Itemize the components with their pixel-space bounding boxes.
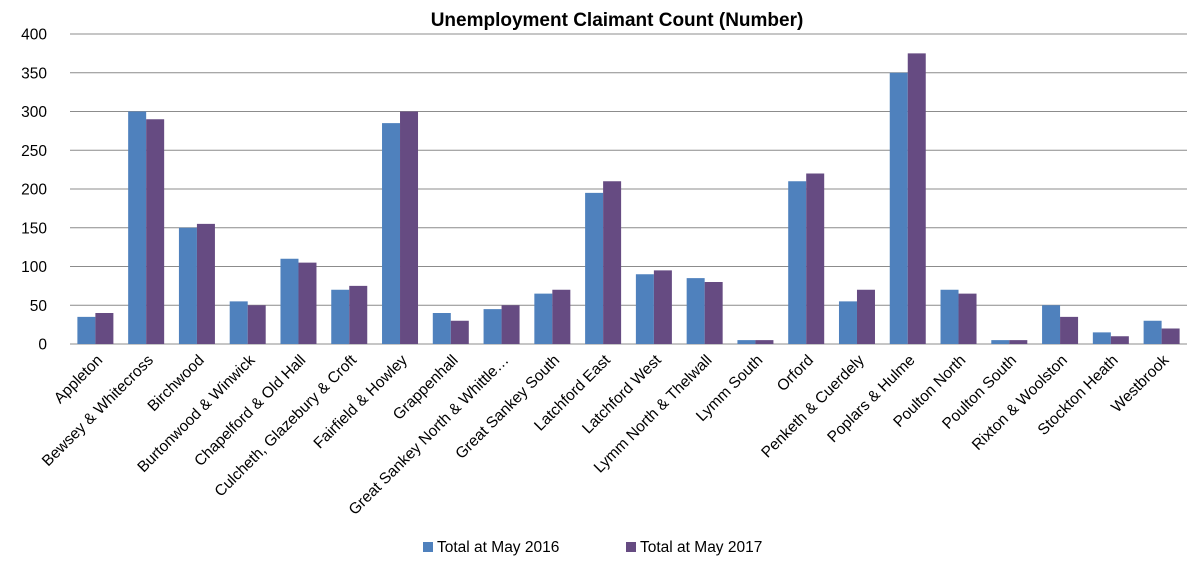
y-tick-label: 50 [30, 298, 48, 315]
x-tick-label: Rixton & Woolston [969, 352, 1071, 454]
legend-label: Total at May 2017 [640, 539, 762, 556]
bar [400, 111, 419, 344]
bar [501, 305, 520, 344]
bar [635, 274, 654, 344]
bar [128, 111, 147, 344]
bar [603, 181, 622, 344]
bar [280, 258, 299, 344]
y-tick-label: 100 [21, 259, 47, 276]
bar [483, 309, 502, 344]
y-tick-label: 350 [21, 65, 47, 82]
y-tick-label: 250 [21, 143, 47, 160]
bar [737, 340, 756, 344]
bar [856, 289, 875, 344]
gridlines [70, 33, 1187, 345]
bar [450, 320, 469, 344]
bar [382, 123, 401, 344]
bar [534, 293, 553, 344]
bar [1009, 340, 1028, 344]
bar [1143, 320, 1162, 344]
x-tick-label: Orford [774, 352, 817, 395]
bar [806, 173, 825, 344]
y-tick-label: 200 [21, 182, 47, 199]
y-tick-label: 150 [21, 220, 47, 237]
bar [958, 293, 977, 344]
bar [229, 301, 248, 344]
bar [95, 313, 114, 344]
bar [755, 340, 774, 344]
bar [178, 227, 197, 344]
bar [686, 278, 705, 344]
bar [331, 289, 350, 344]
bars [77, 53, 1180, 344]
bar [298, 262, 317, 344]
bar [552, 289, 571, 344]
bar [889, 72, 908, 344]
bar [653, 270, 672, 344]
bar [77, 316, 96, 344]
bar [1060, 316, 1079, 344]
bar [838, 301, 857, 344]
y-tick-label: 0 [38, 337, 47, 354]
bar [788, 181, 807, 344]
legend-swatch [423, 542, 433, 552]
x-tick-label: Poplars & Hulme [824, 352, 918, 446]
legend: Total at May 2016 Total at May 2017 [423, 539, 762, 556]
legend-label: Total at May 2016 [437, 539, 559, 556]
bar [907, 53, 926, 344]
y-axis-ticks: 0 50 100 150 200 250 300 350 400 [21, 27, 47, 354]
legend-swatch [626, 542, 636, 552]
chart-title: Unemployment Claimant Count (Number) [431, 10, 804, 31]
bar [704, 282, 723, 344]
y-tick-label: 300 [21, 104, 47, 121]
bar [146, 119, 165, 344]
bar [1161, 328, 1180, 344]
bar [349, 285, 368, 344]
y-tick-label: 400 [21, 27, 47, 44]
bar [1042, 305, 1061, 344]
bar [196, 223, 215, 344]
bar [1092, 332, 1111, 344]
bar [585, 192, 604, 344]
x-tick-label: Fairfield & Howley [311, 352, 412, 453]
bar [1110, 336, 1129, 344]
bar [991, 340, 1010, 344]
bar [940, 289, 959, 344]
bar [432, 313, 451, 344]
bar [247, 305, 266, 344]
